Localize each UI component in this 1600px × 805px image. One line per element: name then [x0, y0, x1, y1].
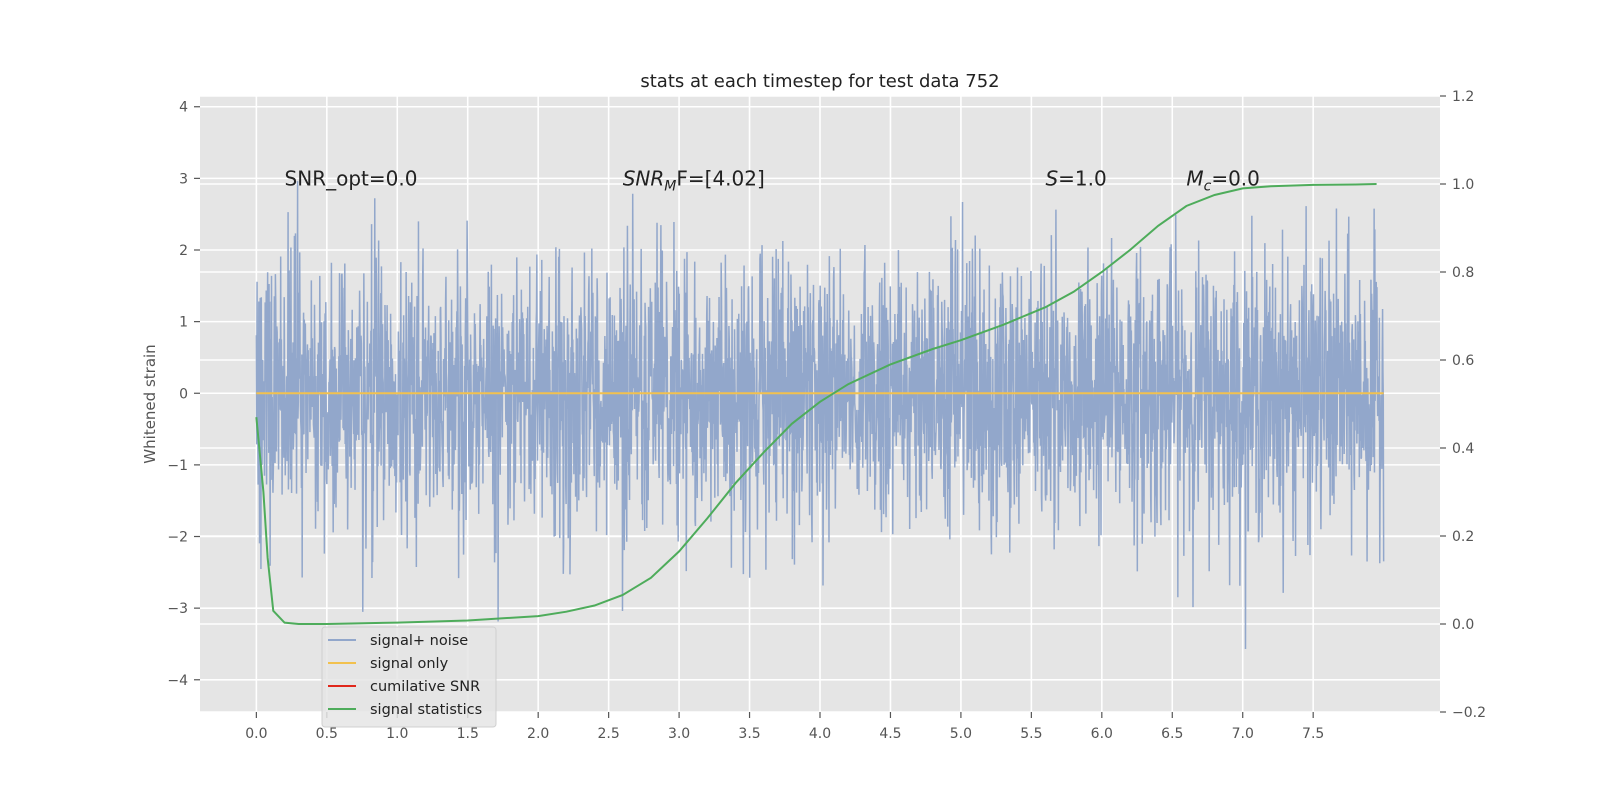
- y-tick-label-1: −3: [167, 601, 188, 617]
- y2-tick-label-5: 0.8: [1452, 265, 1474, 281]
- y2-tick-label-4: 0.6: [1452, 353, 1474, 369]
- x-tick-label-3: 1.5: [457, 726, 479, 742]
- y2-tick-label-3: 0.4: [1452, 441, 1474, 457]
- right-axis: −0.2 0.0 0.2 0.4 0.6 0.8 1.0 1.2: [1440, 89, 1486, 721]
- annotations: SNR_opt=0.0 SNRMF=[4.02] S=1.0 Mc=0.0: [285, 166, 1260, 194]
- x-tick-label-7: 3.5: [738, 726, 760, 742]
- legend: signal+ noise signal only cumilative SNR si…: [321, 626, 497, 728]
- x-tick-label-1: 0.5: [316, 726, 338, 742]
- annotation-1: SNRMF=[4.02]: [623, 166, 765, 194]
- left-axis: −4 −3 −2 −1 0 1 2 3 4: [167, 100, 200, 689]
- x-tick-label-6: 3.0: [668, 726, 690, 742]
- x-tick-label-4: 2.0: [527, 726, 549, 742]
- y-tick-label-6: 2: [179, 243, 188, 259]
- series-layer: [255, 181, 1385, 650]
- annotation-3: Mc=0.0: [1186, 166, 1260, 194]
- y2-tick-label-0: −0.2: [1452, 705, 1486, 721]
- series-signal-noise: [255, 181, 1385, 650]
- chart-title: stats at each timestep for test data 752: [640, 71, 999, 92]
- y2-tick-label-2: 0.2: [1452, 529, 1474, 545]
- bottom-axis: 0.0 0.5 1.0 1.5 2.0 2.5 3.0 3.5 4.0 4.5 5.0 5.5 6.0 6…: [245, 712, 1324, 742]
- annotation-0: SNR_opt=0.0: [285, 166, 418, 190]
- legend-box: [321, 626, 497, 728]
- y-tick-label-2: −2: [167, 530, 188, 546]
- x-tick-label-0: 0.0: [245, 726, 267, 742]
- y-tick-label-5: 1: [179, 315, 188, 331]
- y-tick-label-7: 3: [179, 171, 188, 187]
- x-tick-label-10: 5.0: [950, 726, 972, 742]
- x-tick-label-8: 4.0: [809, 726, 831, 742]
- legend-label-1: signal only: [370, 656, 449, 672]
- y2-tick-label-6: 1.0: [1452, 177, 1474, 193]
- x-tick-label-2: 1.0: [386, 726, 408, 742]
- annotation-1-subscript: M: [664, 178, 676, 194]
- x-tick-label-5: 2.5: [598, 726, 620, 742]
- x-tick-label-12: 6.0: [1091, 726, 1113, 742]
- x-tick-label-13: 6.5: [1161, 726, 1183, 742]
- y-tick-label-4: 0: [179, 386, 188, 402]
- legend-label-0: signal+ noise: [370, 633, 468, 649]
- annotation-2-main: S: [1045, 166, 1058, 190]
- annotation-0-main: SNR_opt=0.0: [285, 166, 418, 190]
- annotation-3-subscript: c: [1204, 178, 1212, 194]
- x-tick-label-14: 7.0: [1232, 726, 1254, 742]
- annotation-2: S=1.0: [1045, 166, 1106, 190]
- annotation-3-tail: =0.0: [1211, 166, 1260, 190]
- x-tick-label-15: 7.5: [1302, 726, 1324, 742]
- y-axis-label: Whitened strain: [141, 344, 159, 463]
- legend-label-2: cumilative SNR: [370, 679, 480, 695]
- series-signal-statistics: [255, 183, 1377, 625]
- annotation-1-main: SNR: [623, 166, 665, 190]
- annotation-2-tail: =1.0: [1058, 166, 1107, 190]
- y-tick-label-8: 4: [179, 100, 188, 116]
- y2-tick-label-7: 1.2: [1452, 89, 1474, 105]
- x-tick-label-9: 4.5: [879, 726, 901, 742]
- y-tick-label-0: −4: [167, 673, 188, 689]
- y-tick-label-3: −1: [167, 458, 188, 474]
- annotation-3-main: M: [1186, 166, 1203, 190]
- annotation-1-tail: F=[4.02]: [676, 166, 764, 190]
- x-tick-label-11: 5.5: [1020, 726, 1042, 742]
- legend-label-3: signal statistics: [370, 702, 482, 718]
- y2-tick-label-1: 0.0: [1452, 617, 1474, 633]
